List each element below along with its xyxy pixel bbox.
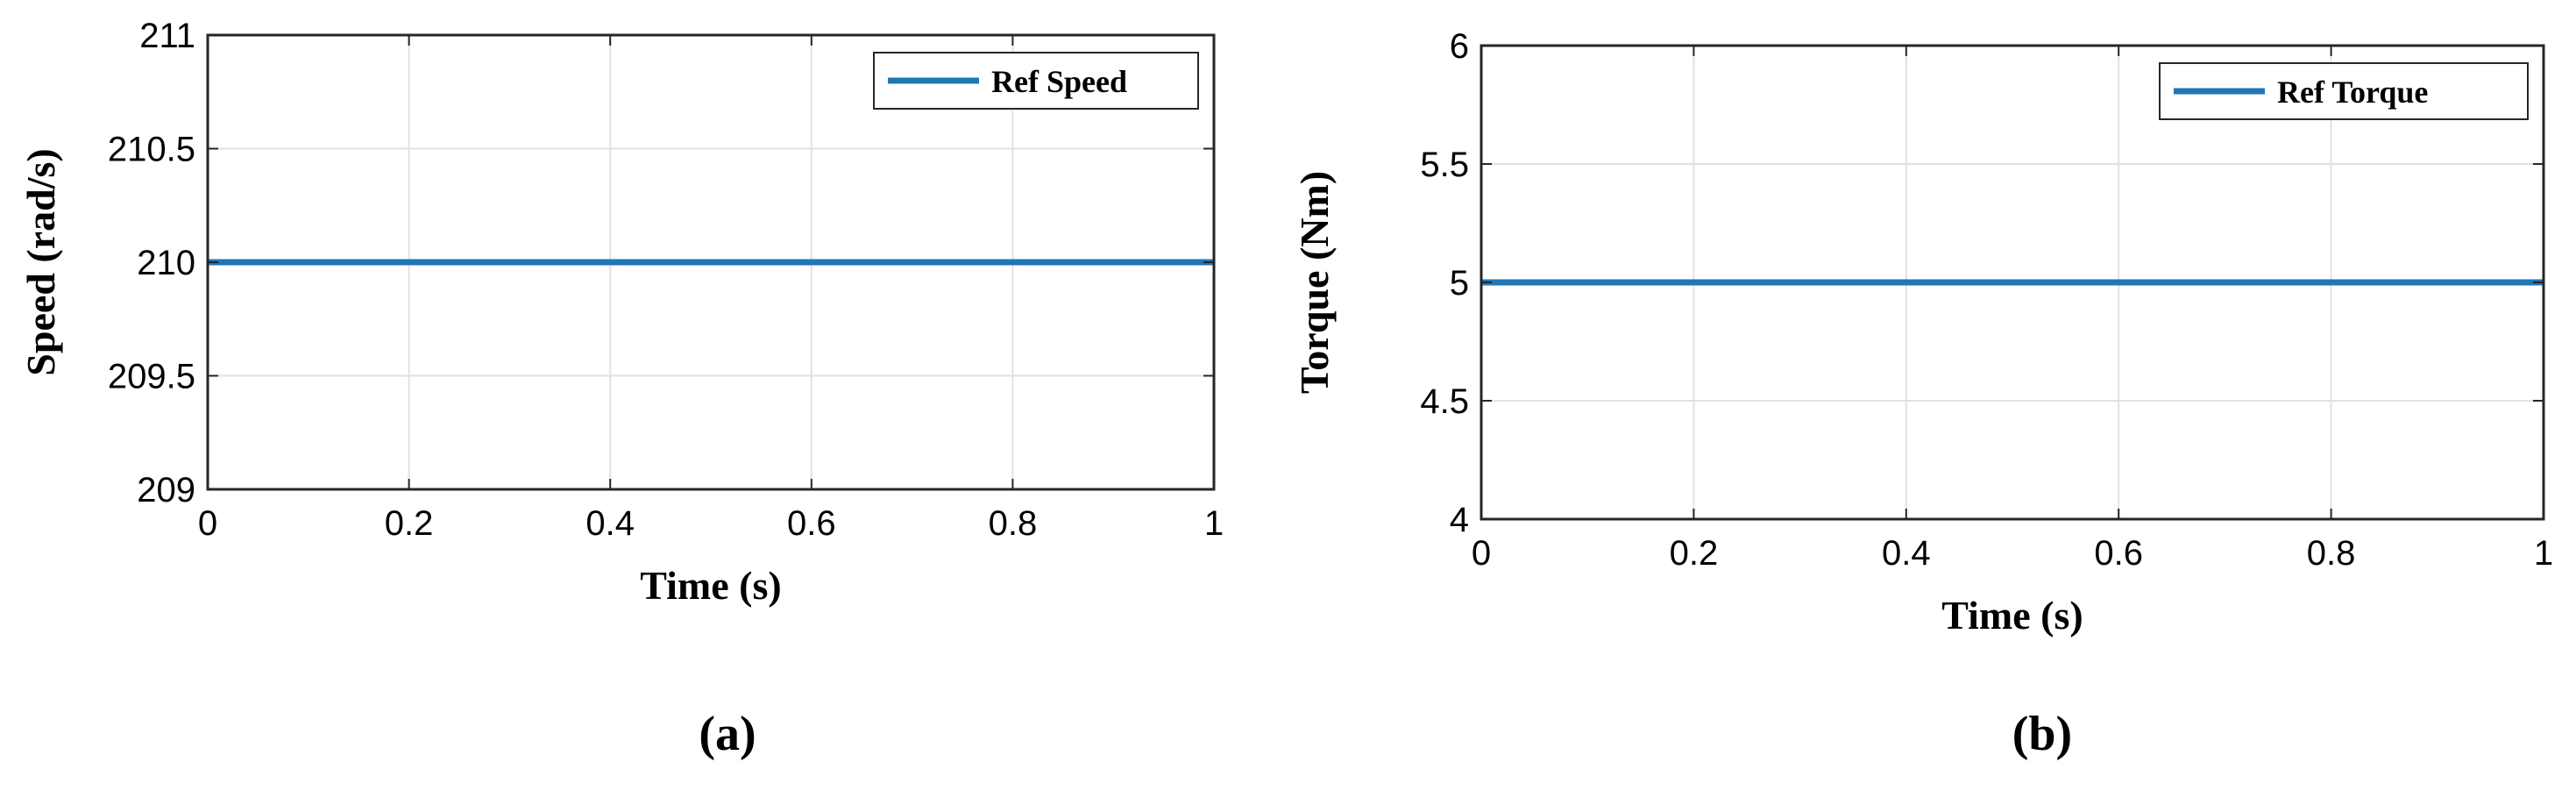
x-axis-label: Time (s) [1941,593,2083,638]
x-axis-label: Time (s) [640,563,781,608]
x-tick-label: 0.2 [385,504,434,543]
y-tick-label: 209 [137,471,195,509]
x-tick-label: 0.6 [787,504,836,543]
x-tick-label: 0 [198,504,217,543]
y-axis-label: Torque (Nm) [1292,171,1337,394]
x-tick-label: 0.8 [989,504,1038,543]
x-tick-label: 0 [1472,534,1491,573]
x-tick-label: 0.4 [585,504,635,543]
legend-label: Ref Torque [2277,75,2428,110]
y-tick-label: 209.5 [108,358,195,396]
y-tick-label: 5.5 [1420,146,1469,184]
x-tick-label: 1 [2534,534,2553,573]
legend-label: Ref Speed [991,64,1127,99]
x-tick-label: 0.6 [2094,534,2143,573]
panel-label: (a) [699,707,756,761]
x-tick-label: 0.4 [1882,534,1931,573]
panel-label: (b) [2012,707,2072,761]
chart-a: 0 0.2 0.4 0.6 0.8 1 209 209.5 210 210.5 211 Time (s… [18,17,1224,761]
y-tick-label: 6 [1450,27,1469,66]
x-tick-label: 0.2 [1670,534,1719,573]
x-tick-label: 1 [1204,504,1224,543]
y-tick-label: 5 [1450,264,1469,303]
x-tick-label: 0.8 [2307,534,2356,573]
y-axis-label: Speed (rad/s) [18,148,63,375]
y-tick-label: 4.5 [1420,382,1469,421]
chart-b: 0 0.2 0.4 0.6 0.8 1 4 4.5 5 5.5 6 Time (s) Torque (N… [1292,27,2553,761]
y-tick-label: 210 [137,244,195,282]
y-tick-label: 211 [139,17,195,55]
y-tick-label: 210.5 [108,131,195,169]
y-tick-label: 4 [1450,501,1469,539]
